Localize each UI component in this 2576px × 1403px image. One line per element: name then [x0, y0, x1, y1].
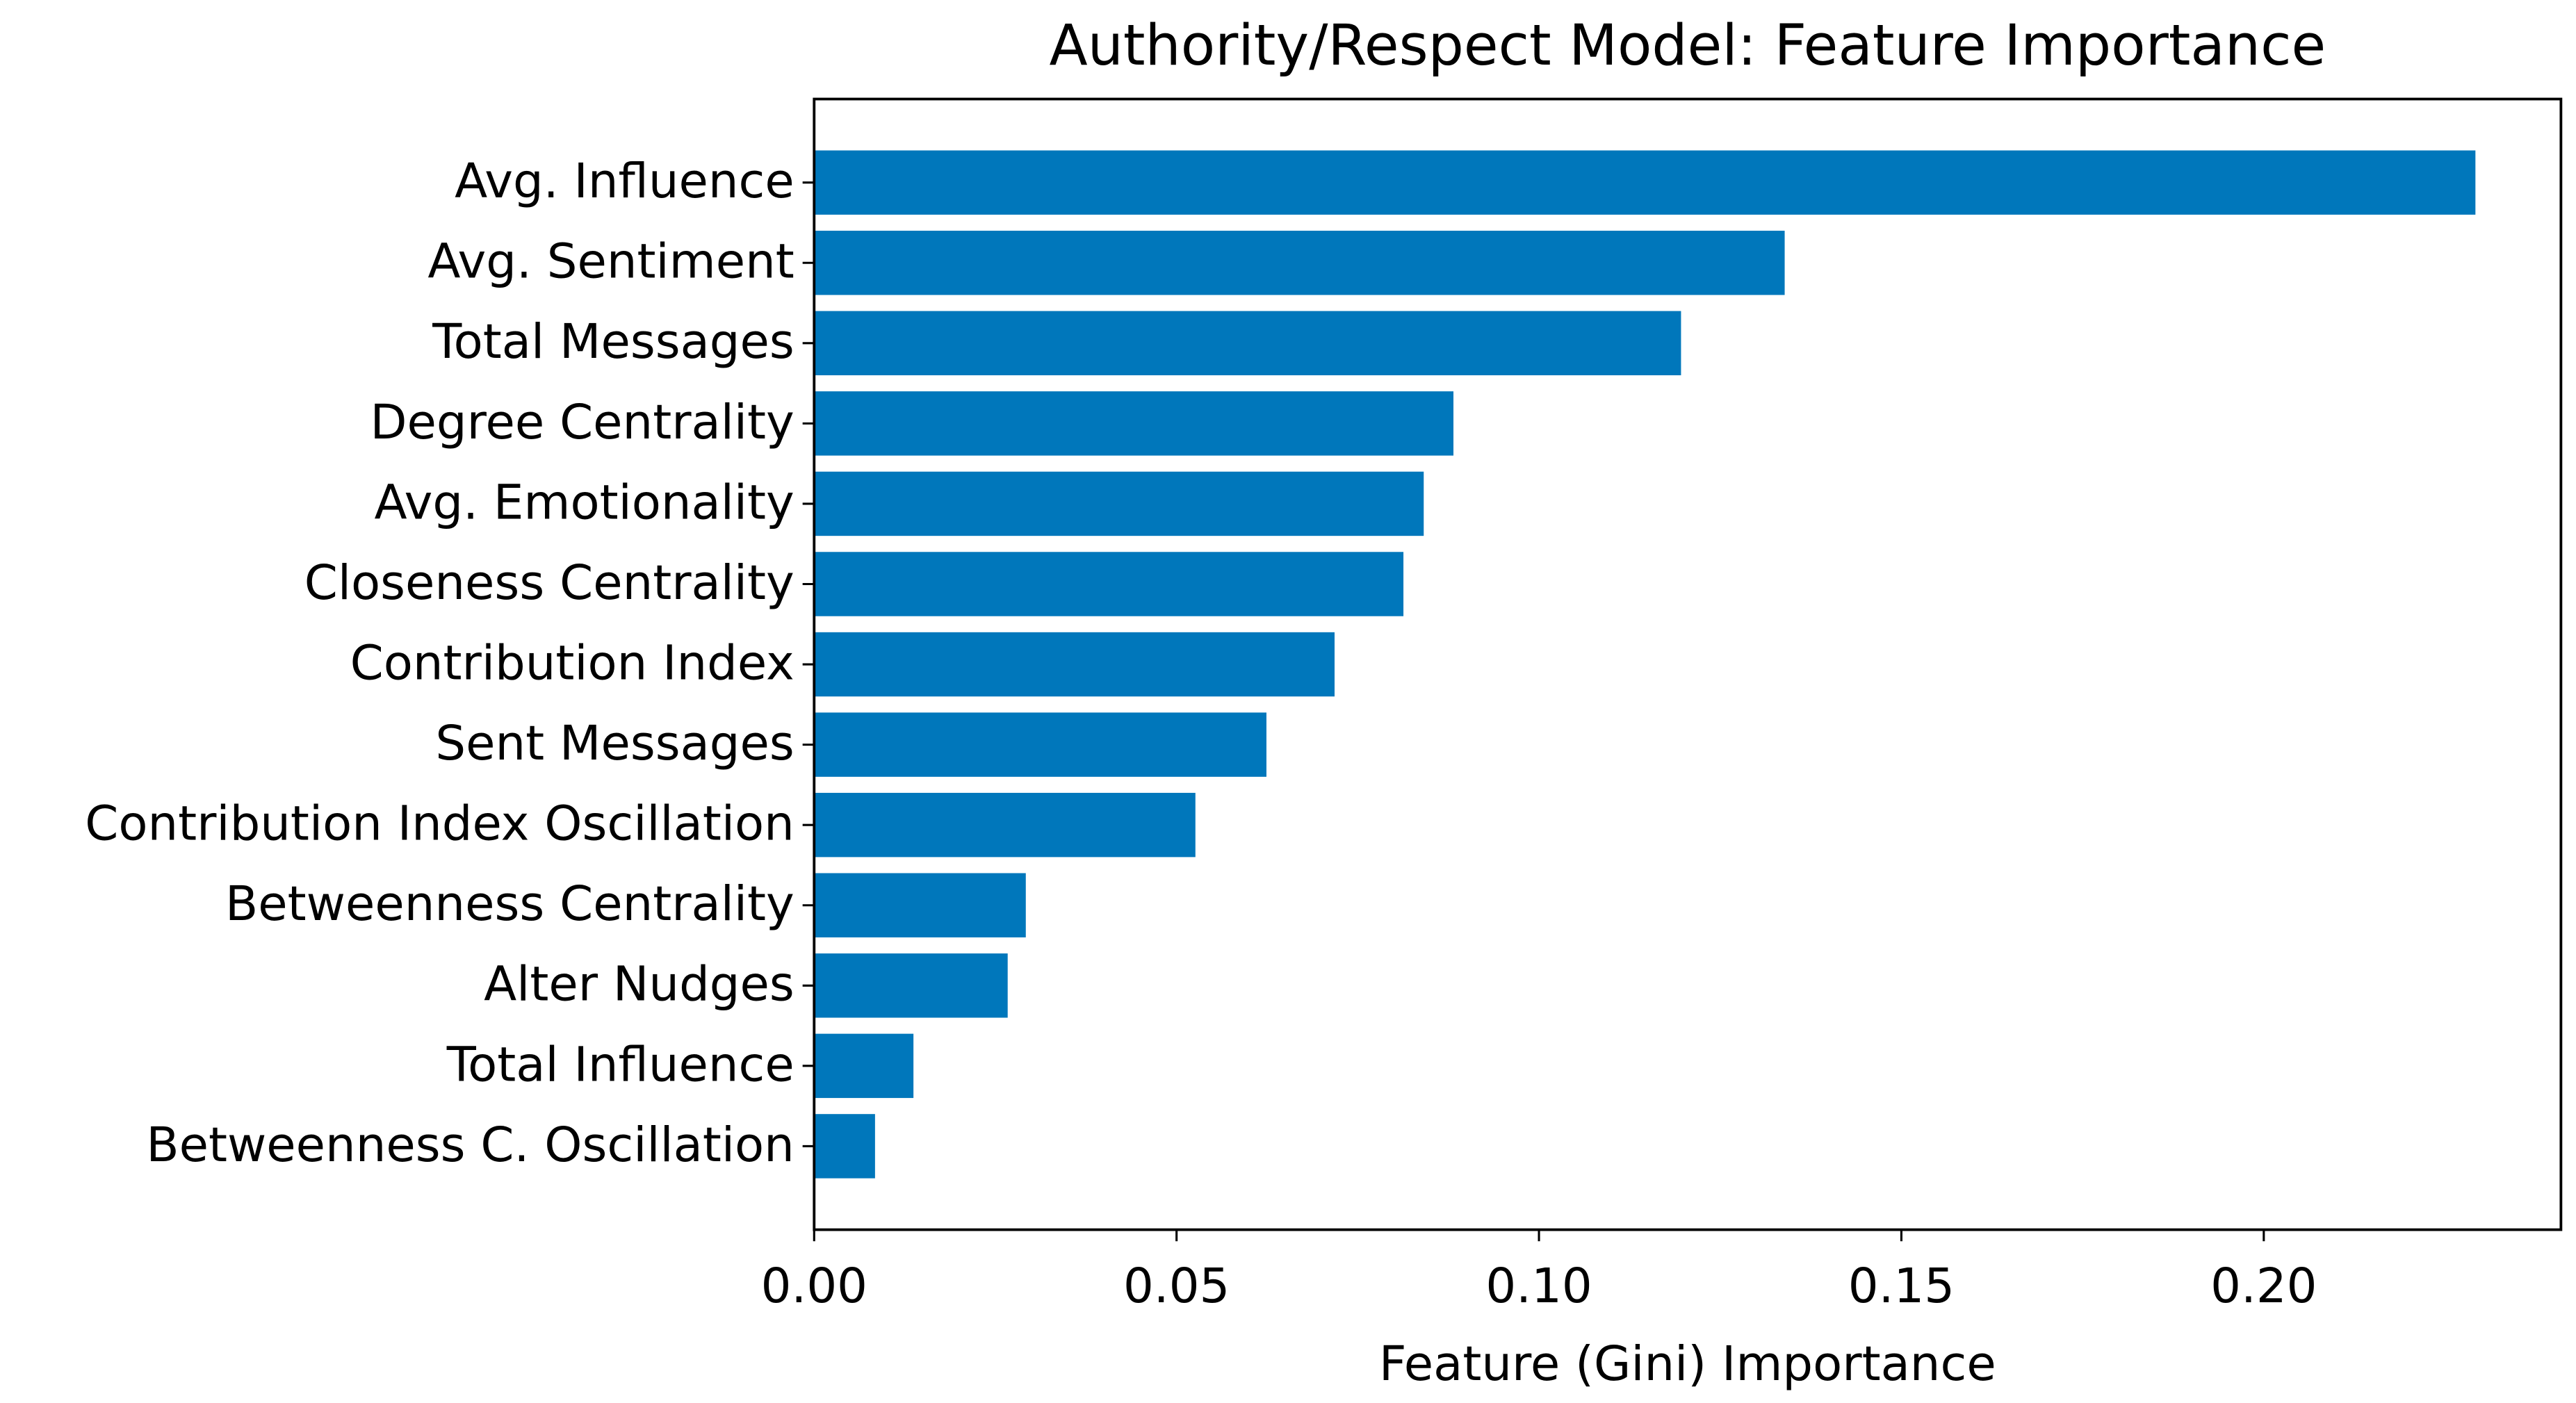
x-tick-label: 0.05 — [1123, 1258, 1230, 1314]
bar — [814, 792, 1196, 858]
bar — [814, 1033, 914, 1099]
bar — [814, 311, 1681, 376]
y-tick-label: Alter Nudges — [484, 957, 794, 1012]
y-tick-label: Betweenness Centrality — [225, 876, 794, 932]
y-tick-label: Contribution Index Oscillation — [85, 796, 794, 852]
y-tick-label: Avg. Influence — [455, 154, 794, 209]
bar — [814, 953, 1008, 1018]
y-tick-label: Avg. Sentiment — [427, 234, 794, 290]
x-tick-label: 0.15 — [1848, 1258, 1955, 1314]
bar — [814, 873, 1026, 937]
y-tick-label: Total Influence — [446, 1037, 794, 1092]
y-tick-label: Sent Messages — [435, 716, 794, 771]
y-tick-label: Closeness Centrality — [304, 555, 794, 611]
bar — [814, 712, 1266, 777]
y-tick-label: Total Messages — [432, 314, 794, 370]
bar — [814, 1114, 875, 1179]
y-tick-label: Degree Centrality — [370, 395, 794, 450]
bar — [814, 231, 1785, 295]
bar — [814, 632, 1335, 697]
x-tick-label: 0.00 — [761, 1258, 867, 1314]
x-axis-label: Feature (Gini) Importance — [1379, 1336, 1996, 1392]
bar — [814, 552, 1404, 616]
x-tick-label: 0.20 — [2210, 1258, 2317, 1314]
bar — [814, 391, 1454, 456]
y-tick-label: Betweenness C. Oscillation — [146, 1117, 794, 1173]
y-tick-label: Contribution Index — [350, 635, 794, 691]
bar — [814, 471, 1424, 536]
bar — [814, 150, 2476, 215]
chart-title: Authority/Respect Model: Feature Importa… — [1049, 13, 2326, 79]
y-tick-label: Avg. Emotionality — [375, 475, 794, 530]
axes-frame — [813, 97, 2563, 1231]
x-tick-label: 0.10 — [1485, 1258, 1592, 1314]
